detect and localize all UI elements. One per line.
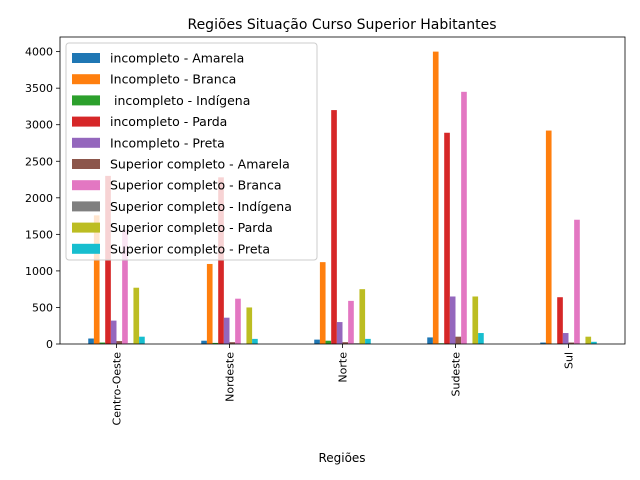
legend-label: Superior completo - Amarela [110, 157, 290, 172]
legend-swatch [72, 180, 100, 191]
x-tick-label: Nordeste [224, 352, 237, 402]
bar [93, 215, 100, 344]
bar [574, 219, 580, 344]
bar [336, 322, 343, 344]
y-tick-label: 1500 [25, 228, 53, 241]
y-tick-label: 4000 [25, 46, 53, 59]
y-tick-label: 2000 [25, 192, 53, 205]
y-tick-label: 500 [32, 301, 53, 314]
legend-swatch [72, 116, 100, 127]
bar [325, 340, 332, 344]
bar [568, 342, 575, 344]
x-axis-label: Regiões [318, 451, 365, 465]
legend-label: Incompleto - Branca [110, 72, 236, 87]
bar [359, 289, 366, 344]
x-tick-label: Norte [337, 352, 350, 383]
bar [246, 307, 253, 344]
legend-label: Superior completo - Parda [110, 220, 273, 235]
bar [449, 296, 456, 344]
legend-label: Superior completo - Preta [110, 241, 270, 256]
legend-label: incompleto - Parda [110, 114, 227, 129]
bar [235, 298, 241, 344]
bar [557, 297, 563, 344]
plot-frame [59, 36, 626, 345]
legend-swatch [72, 137, 100, 148]
chart-title: Regiões Situação Curso Superior Habitant… [187, 17, 496, 33]
legend-label: Superior completo - Indígena [110, 199, 292, 214]
legend-swatch [72, 53, 100, 63]
bar [201, 340, 207, 344]
bar [88, 338, 94, 344]
bar [461, 91, 467, 344]
legend-box [65, 42, 318, 261]
bar [314, 339, 320, 344]
x-axis: Centro-Oeste Nordeste Norte Sudeste Sul [111, 344, 576, 425]
y-tick-label: 2500 [25, 155, 53, 168]
x-tick-label: Centro-Oeste [111, 352, 124, 426]
legend-label: Superior completo - Branca [110, 178, 281, 193]
legend-swatch [72, 201, 100, 212]
bar [342, 342, 349, 344]
y-tick-label: 3000 [25, 119, 53, 132]
y-tick-label: 0 [46, 338, 53, 351]
bar [122, 229, 128, 344]
bar [99, 342, 106, 344]
bar [472, 296, 479, 344]
legend-swatch [72, 95, 100, 106]
bar [218, 177, 224, 344]
bar [455, 336, 462, 344]
bar [478, 333, 484, 344]
bar [331, 110, 337, 344]
bar [540, 342, 546, 344]
bar [223, 317, 230, 344]
bar [562, 333, 569, 344]
bar [212, 342, 219, 344]
bar [348, 300, 354, 344]
bar [319, 262, 326, 344]
bar [591, 341, 597, 344]
legend-swatch [72, 222, 100, 233]
bar [365, 338, 371, 344]
bar [545, 130, 552, 344]
bar [206, 263, 213, 344]
bar [110, 320, 117, 344]
bar [116, 341, 123, 344]
legend-swatch [72, 74, 100, 85]
legend-label: incompleto - Amarela [110, 51, 244, 66]
bar [252, 338, 258, 344]
y-tick-label: 1000 [25, 265, 53, 278]
bar [139, 336, 145, 344]
bar [427, 337, 433, 344]
bar [585, 336, 592, 344]
bar [432, 51, 439, 344]
legend-label: Incompleto - Preta [110, 135, 225, 150]
y-axis: 0 500 1000 1500 2000 2500 3000 3500 4000 [25, 46, 60, 351]
bar [229, 342, 236, 344]
x-tick-label: Sudeste [450, 352, 463, 397]
x-tick-label: Sul [563, 352, 576, 369]
bar [444, 132, 450, 344]
legend-swatch [72, 243, 100, 254]
legend-label: incompleto - Indígena [110, 93, 250, 108]
bar [133, 287, 140, 344]
y-tick-label: 3500 [25, 82, 53, 95]
legend-swatch [72, 159, 100, 169]
